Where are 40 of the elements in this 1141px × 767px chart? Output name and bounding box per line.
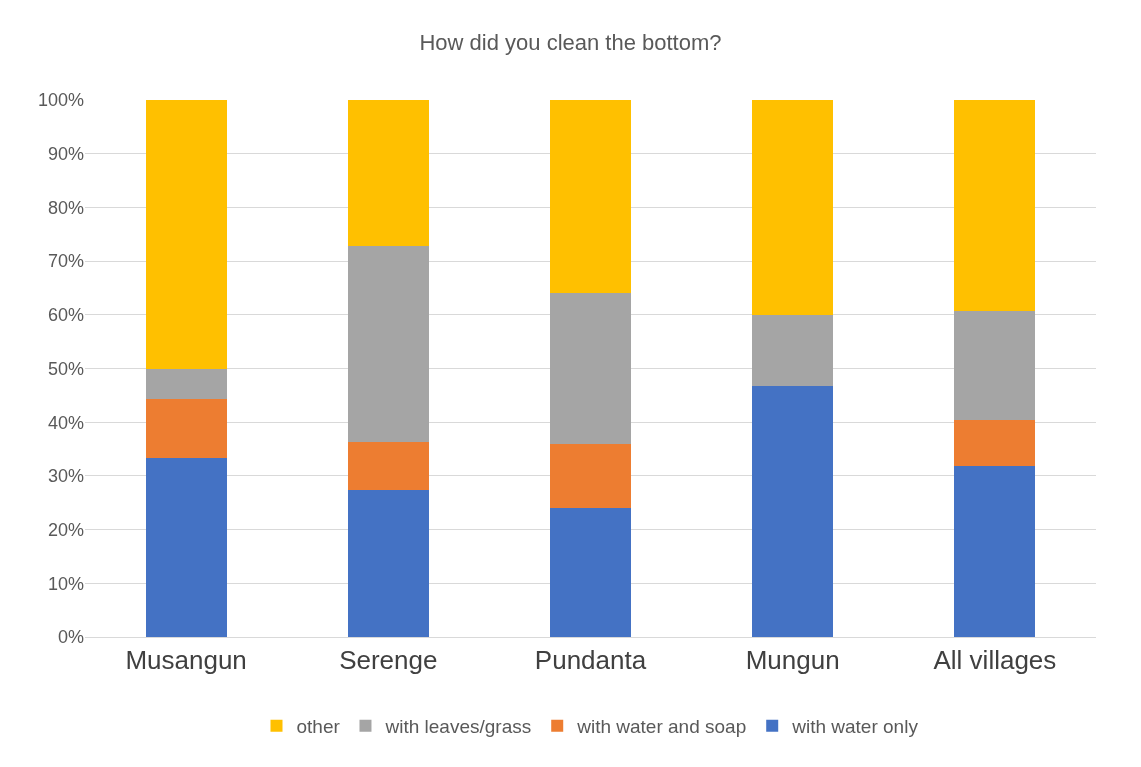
bar [145,368,227,399]
bar [752,314,834,387]
bar [550,293,631,444]
bar [347,490,429,637]
bar [145,458,227,637]
bar [347,246,429,442]
legend-label: with water only [791,716,919,738]
chart-title: How did you clean the bottom? [419,29,722,55]
bar [954,465,1036,637]
bar [347,100,429,247]
bar [145,398,227,459]
y-tick-label: 60% [47,305,84,326]
y-tick-label: 40% [47,412,84,433]
x-tick-label: Pundanta [534,645,647,676]
bar [954,419,1036,466]
y-tick-label: 70% [47,251,84,272]
y-tick-label: 100% [37,90,84,111]
y-tick-label: 90% [47,144,84,164]
legend-label: with water and soap [576,716,747,738]
bar [145,100,227,369]
x-tick-label: Serenge [339,645,438,676]
bar [752,386,834,637]
x-tick-label: Mungun [745,645,840,676]
y-tick-label: 0% [57,627,84,648]
y-tick-label: 20% [47,519,84,540]
bar [550,100,631,294]
bar [752,100,834,315]
bar [954,100,1036,311]
legend-label: other [296,716,341,738]
y-tick-label: 50% [47,358,84,379]
x-tick-label: All villages [933,645,1057,676]
y-tick-label: 10% [47,573,84,594]
bar [954,310,1036,420]
x-tick-label: Musangun [125,645,247,676]
legend-label: with leaves/grass [384,716,532,738]
bar [550,508,631,637]
bar [347,441,429,491]
y-tick-label: 80% [47,197,84,218]
y-tick-label: 30% [47,466,84,487]
bar [550,443,631,509]
